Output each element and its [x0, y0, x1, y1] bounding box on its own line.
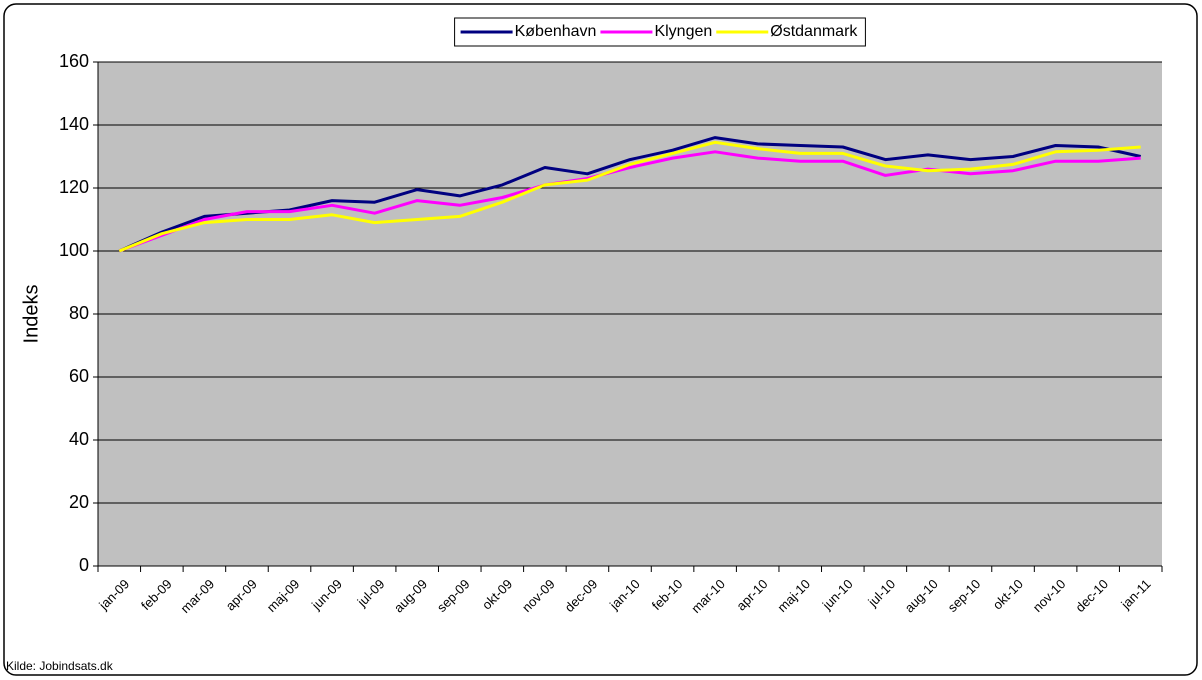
y-axis-label: Indeks — [20, 285, 42, 344]
legend-item: Østdanmark — [716, 23, 858, 40]
y-tick-label: 20 — [69, 492, 89, 512]
y-tick-label: 60 — [69, 366, 89, 386]
y-tick-label: 0 — [79, 555, 89, 575]
legend-label: Klyngen — [654, 23, 712, 40]
y-tick-label: 100 — [59, 240, 89, 260]
y-tick-label: 120 — [59, 177, 89, 197]
legend-item: København — [460, 23, 597, 40]
source-note: Kilde: Jobindsats.dk — [6, 659, 114, 673]
legend-label: København — [515, 23, 597, 40]
legend-item: Klyngen — [600, 23, 712, 40]
y-tick-label: 40 — [69, 429, 89, 449]
y-tick-label: 80 — [69, 303, 89, 323]
legend-label: Østdanmark — [770, 23, 858, 40]
y-tick-label: 160 — [59, 51, 89, 71]
legend: København Klyngen Østdanmark — [454, 17, 866, 47]
legend-box — [454, 17, 866, 47]
series-line — [118, 140, 1141, 253]
series-line — [118, 136, 1142, 253]
y-tick-label: 140 — [59, 114, 89, 134]
series-line — [118, 150, 1141, 253]
